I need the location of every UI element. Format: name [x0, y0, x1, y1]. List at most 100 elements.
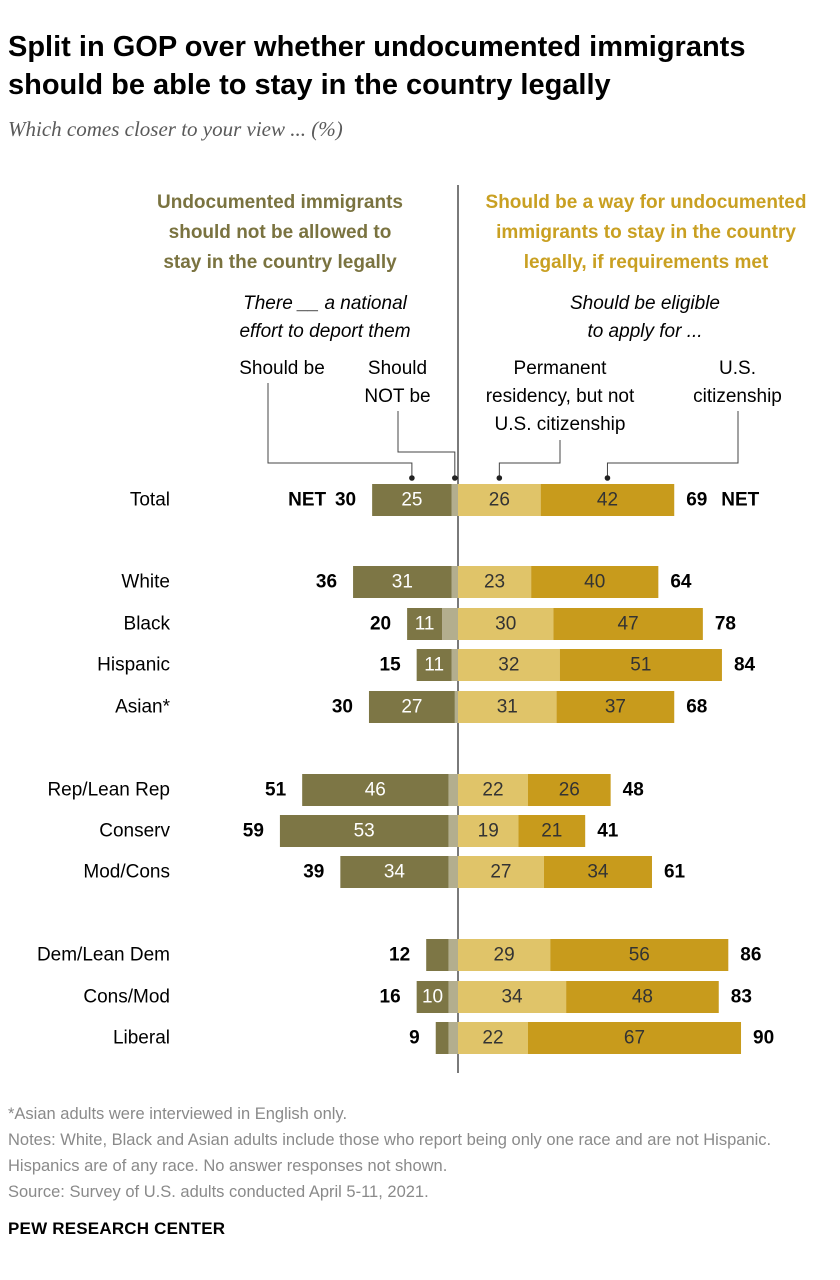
column-head-should-not-be: Should NOT be — [350, 355, 445, 411]
bar-should-be — [416, 981, 449, 1013]
column-head-text: NOT be — [364, 386, 431, 407]
bar-citizenship — [543, 856, 652, 888]
net-right-value: 68 — [686, 697, 707, 718]
net-right-value: 90 — [753, 1028, 774, 1049]
leader-line — [498, 440, 561, 478]
chart-title: Split in GOP over whether undocumented i… — [8, 31, 746, 101]
bar-citizenship — [550, 939, 729, 971]
bar-should-be — [353, 566, 452, 598]
net-left-value: 16 — [380, 987, 401, 1008]
subheader-right-line: Should be eligible — [569, 293, 720, 314]
header-left-line: Undocumented immigrants — [157, 192, 403, 213]
bar-should-not-be — [448, 1022, 458, 1054]
bar-value-citizenship: 37 — [605, 697, 626, 718]
column-head-text: U.S. citizenship — [494, 414, 626, 435]
row-label: Rep/Lean Rep — [47, 780, 170, 801]
row-label: Black — [124, 614, 171, 635]
bar-citizenship — [566, 981, 719, 1013]
leader-dot — [496, 475, 503, 481]
leader-dot — [604, 475, 611, 481]
header-right-line: legally, if requirements met — [523, 252, 769, 273]
net-left-value: 30 — [332, 697, 353, 718]
bar-should-not-be — [448, 939, 458, 971]
bar-citizenship — [527, 1022, 742, 1054]
bar-should-be — [416, 649, 452, 681]
bar-value-should-be: 11 — [424, 655, 444, 676]
row-label: Hispanic — [97, 655, 170, 676]
bar-permanent-residency — [458, 608, 554, 640]
subheader-left-line: There __ a national — [243, 293, 407, 314]
chart-subtitle: Which comes closer to your view ... (%) — [8, 117, 343, 141]
bar-should-not-be — [454, 691, 458, 723]
row-label: Liberal — [113, 1028, 170, 1049]
bar-should-not-be — [451, 566, 458, 598]
net-left-value: 20 — [370, 614, 391, 635]
bar-citizenship — [553, 608, 703, 640]
bar-value-citizenship: 26 — [559, 780, 580, 801]
leader-line — [606, 411, 739, 478]
bar-should-be — [435, 1022, 449, 1054]
header-right-line: immigrants to stay in the country — [496, 222, 796, 243]
bar-should-be — [407, 608, 443, 640]
bar-value-permanent: 29 — [494, 945, 515, 966]
bar-should-not-be — [442, 608, 458, 640]
leader-line — [267, 383, 413, 478]
net-right-value: 61 — [664, 862, 686, 883]
bar-citizenship — [540, 484, 675, 516]
net-left-word: NET — [288, 490, 326, 511]
net-left-value: 15 — [380, 655, 402, 676]
bar-value-permanent: 30 — [495, 614, 516, 635]
bar-should-be — [426, 939, 449, 971]
column-head-permanent-residency: Permanent residency, but not U.S. citize… — [460, 355, 660, 439]
column-head-text: Should be — [239, 358, 325, 379]
bar-citizenship — [556, 691, 675, 723]
bar-value-should-be: 27 — [401, 697, 422, 718]
bar-value-citizenship: 34 — [587, 862, 609, 883]
bar-value-permanent: 32 — [498, 655, 519, 676]
column-head-text: residency, but not — [485, 386, 635, 407]
net-right-word: NET — [721, 490, 759, 511]
bar-value-citizenship: 56 — [629, 945, 650, 966]
bar-permanent-residency — [458, 856, 544, 888]
bar-should-not-be — [448, 981, 458, 1013]
bar-value-citizenship: 48 — [632, 987, 653, 1008]
bar-should-not-be — [451, 484, 458, 516]
net-right-value: 69 — [686, 490, 707, 511]
column-head-text: U.S. — [719, 358, 756, 379]
column-head-text: Should — [367, 358, 428, 379]
bar-permanent-residency — [458, 484, 541, 516]
net-right-value: 83 — [731, 987, 752, 1008]
net-right-value: 86 — [740, 945, 761, 966]
bar-value-permanent: 23 — [484, 572, 505, 593]
bar-permanent-residency — [458, 981, 567, 1013]
footnote-asterisk: *Asian adults were interviewed in Englis… — [8, 1105, 348, 1123]
bar-value-permanent: 22 — [482, 780, 503, 801]
bar-value-permanent: 22 — [482, 1028, 503, 1049]
bar-value-permanent: 34 — [501, 987, 523, 1008]
net-left-value: 39 — [303, 862, 324, 883]
leader-dot — [452, 475, 458, 481]
bar-should-not-be — [451, 649, 458, 681]
column-head-citizenship: U.S. citizenship — [665, 355, 810, 411]
bar-permanent-residency — [458, 939, 551, 971]
net-left-value: 12 — [389, 945, 410, 966]
diverging-bar-chart: Total 25 30 NET 26 42 69 NET White 31 36 23 40 64 Blac… — [37, 185, 774, 1073]
net-right-value: 48 — [623, 780, 644, 801]
leader-line — [397, 411, 456, 478]
bar-permanent-residency — [458, 566, 532, 598]
bar-value-should-be: 34 — [384, 862, 406, 883]
header-left-line: should not be allowed to — [168, 222, 392, 243]
net-left-value: 9 — [409, 1028, 420, 1049]
bar-permanent-residency — [458, 649, 560, 681]
net-right-value: 78 — [715, 614, 736, 635]
footnotes: *Asian adults were interviewed in Englis… — [8, 1101, 834, 1205]
bar-value-citizenship: 67 — [624, 1028, 645, 1049]
subheader-right-line: to apply for ... — [587, 321, 703, 342]
row-label: Asian* — [115, 697, 171, 718]
row-label: Dem/Lean Dem — [37, 945, 170, 966]
bar-value-should-be: 31 — [392, 572, 413, 593]
row-label: Cons/Mod — [83, 987, 170, 1008]
bar-value-should-be: 25 — [401, 490, 422, 511]
bar-citizenship — [531, 566, 659, 598]
header-left-line: stay in the country legally — [163, 252, 397, 273]
